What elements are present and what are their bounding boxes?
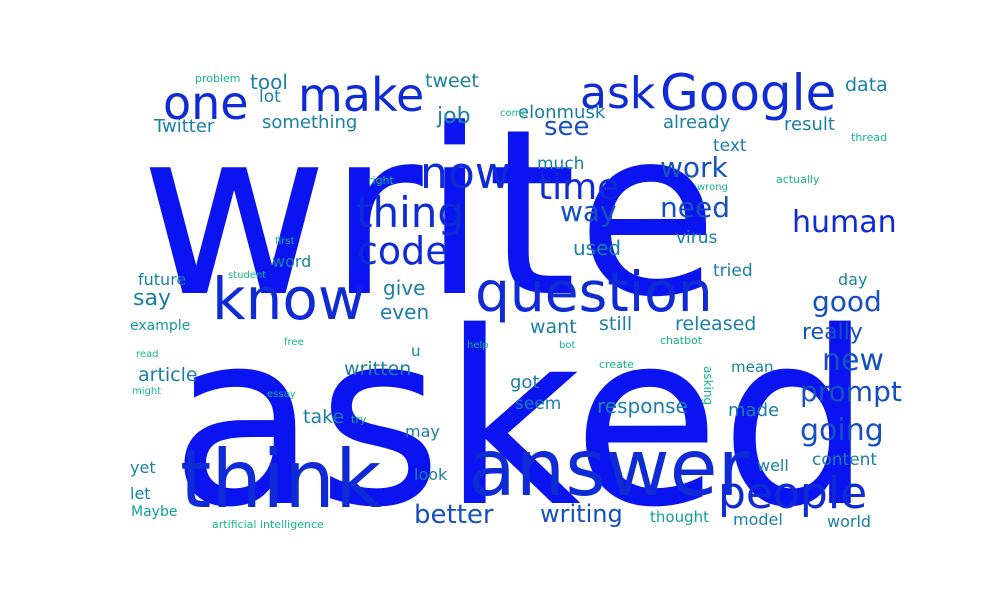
word-cloud-term: chatbot — [660, 334, 703, 347]
word-cloud-term: content — [812, 450, 878, 470]
word-cloud-term: try — [351, 413, 367, 426]
word-cloud-term: text — [713, 136, 747, 156]
word-cloud-term: ask — [580, 68, 656, 119]
word-cloud-term: question — [475, 260, 713, 324]
word-cloud-term: world — [827, 512, 872, 531]
word-cloud-term: thread — [851, 131, 888, 144]
word-cloud-term: work — [660, 151, 728, 184]
word-cloud-term: know — [212, 265, 366, 333]
word-cloud-term: Google — [660, 64, 837, 122]
word-cloud-term: well — [757, 456, 789, 475]
word-cloud-term: code — [357, 229, 449, 273]
word-cloud-term: something — [262, 112, 358, 133]
word-cloud-term: Twitter — [154, 116, 215, 137]
word-cloud-term: want — [530, 316, 577, 338]
word-cloud-term: artificial intelligence — [212, 518, 324, 531]
word-cloud-term: people — [718, 468, 868, 519]
word-cloud-term: bot — [559, 340, 576, 351]
word-cloud-term: tool — [250, 70, 288, 94]
word-cloud-term: way — [560, 195, 617, 228]
word-cloud-term: answer — [468, 424, 750, 514]
word-cloud-term: read — [136, 349, 159, 360]
word-cloud-term: free — [284, 337, 304, 348]
word-cloud-term: prompt — [800, 375, 902, 408]
word-cloud-term: wrong — [697, 182, 728, 193]
word-cloud-term: now — [420, 148, 511, 199]
word-cloud-term: much — [537, 154, 585, 174]
word-cloud-term: even — [380, 300, 430, 324]
word-cloud-term: got — [510, 372, 540, 393]
word-cloud-term: make — [298, 68, 425, 122]
word-cloud-term: lot — [259, 87, 281, 107]
word-cloud-term: model — [733, 510, 783, 529]
word-cloud-term: tried — [713, 261, 753, 281]
word-cloud-term: made — [728, 400, 780, 421]
word-cloud-term: tweet — [425, 70, 479, 92]
word-cloud-term: right — [368, 174, 394, 187]
word-cloud-term: mean — [731, 358, 774, 376]
word-cloud-term: problem — [195, 72, 241, 85]
word-cloud-term: still — [599, 313, 633, 335]
word-cloud-term: really — [802, 320, 863, 345]
word-cloud-term: see — [544, 112, 590, 142]
word-cloud-term: need — [660, 191, 730, 224]
word-cloud-term: elonmusk — [518, 102, 606, 123]
word-cloud-term: think — [180, 433, 382, 526]
word-cloud-term: student — [228, 270, 267, 281]
word-cloud-term: response — [597, 394, 688, 418]
word-cloud-term: might — [132, 386, 162, 397]
word-cloud-term: word — [272, 252, 312, 271]
word-cloud-term: give — [383, 276, 426, 300]
word-cloud-term: u — [411, 342, 421, 360]
word-cloud-term: take — [303, 406, 345, 428]
word-cloud-term: one — [163, 76, 249, 130]
word-cloud-term: come — [500, 108, 528, 119]
word-cloud-term: let — [130, 484, 151, 503]
word-cloud-term: result — [784, 114, 835, 135]
word-cloud-term: write — [140, 81, 719, 348]
word-cloud-term: data — [845, 74, 888, 96]
word-cloud-term: actually — [776, 173, 820, 186]
word-cloud-term: Maybe — [131, 504, 178, 520]
word-cloud-term: create — [599, 358, 634, 371]
word-cloud-term: used — [573, 236, 622, 260]
word-cloud-term: human — [792, 205, 897, 240]
word-cloud-term: asking — [701, 366, 715, 406]
word-cloud-term: say — [133, 286, 171, 311]
word-cloud-term: writing — [540, 500, 623, 528]
word-cloud-term: asked — [170, 280, 873, 560]
word-cloud-term: day — [838, 270, 868, 289]
word-cloud-term: yet — [130, 458, 156, 477]
word-cloud-term: future — [138, 270, 187, 289]
word-cloud-term: released — [675, 313, 757, 335]
word-cloud-term: already — [663, 112, 731, 133]
word-cloud-term: may — [405, 422, 440, 441]
word-cloud-term: look — [414, 465, 448, 484]
word-cloud-term: essay — [267, 389, 296, 400]
word-cloud-term: seem — [515, 394, 562, 414]
word-cloud-term: going — [800, 413, 884, 448]
word-cloud-term: thought — [650, 508, 709, 526]
word-cloud-term: better — [414, 500, 494, 530]
word-cloud-term: time — [538, 167, 620, 208]
word-cloud-term: help — [467, 340, 489, 351]
word-cloud-term: first — [275, 236, 295, 247]
word-cloud-term: example — [130, 318, 191, 334]
word-cloud-term: new — [822, 343, 885, 378]
word-cloud-term: thing — [356, 188, 465, 237]
word-cloud-term: article — [138, 364, 198, 386]
word-cloud-term: good — [812, 285, 882, 318]
word-cloud-term: written — [344, 358, 412, 380]
word-cloud-term: job — [437, 104, 471, 129]
word-cloud-term: virus — [676, 228, 718, 248]
